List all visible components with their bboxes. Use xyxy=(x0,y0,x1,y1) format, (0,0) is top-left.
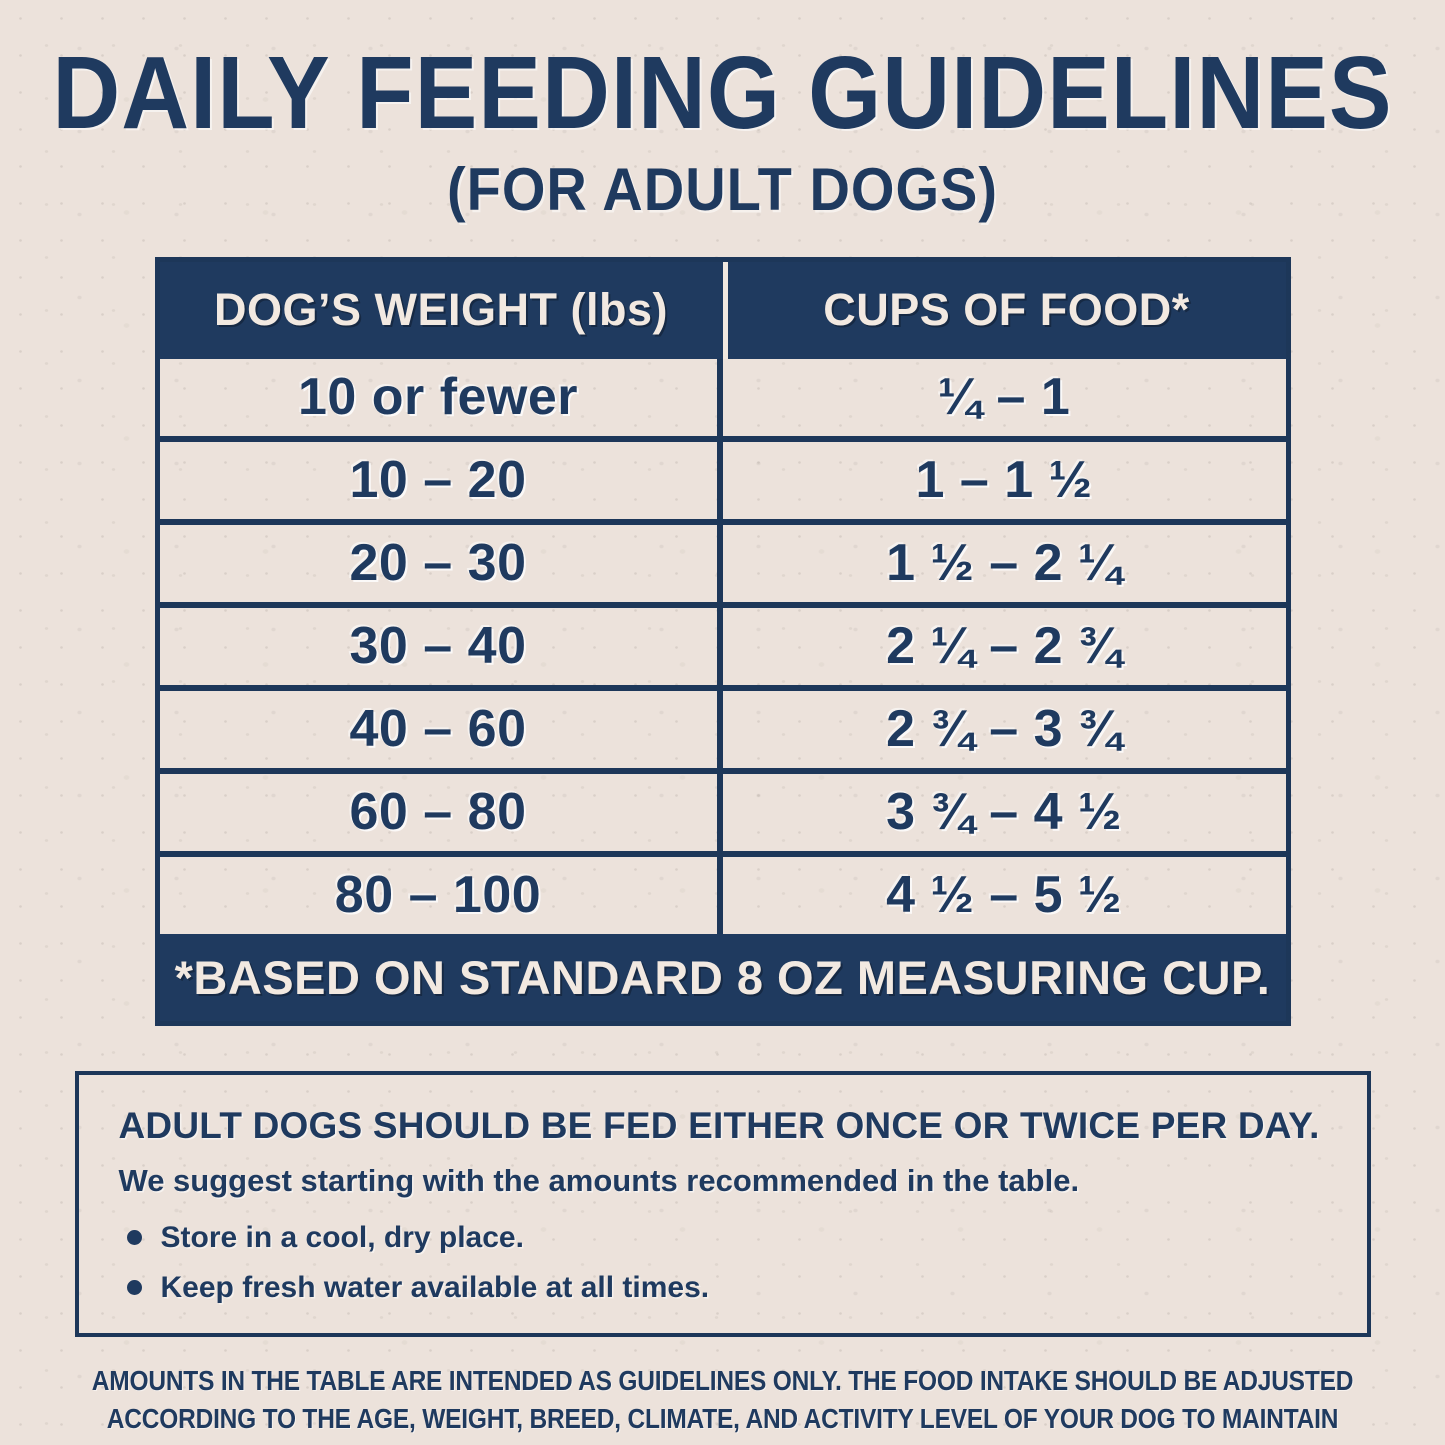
cell-cups: 4 ½ – 5 ½ xyxy=(886,866,1122,925)
cell-cups: 3 ¾ – 4 ½ xyxy=(886,783,1122,842)
cell-cups: 1 ½ – 2 ¼ xyxy=(886,534,1122,593)
cell-weight: 20 – 30 xyxy=(160,524,723,602)
list-item: Store in a cool, dry place. xyxy=(119,1221,1327,1255)
feeding-info-box: ADULT DOGS SHOULD BE FED EITHER ONCE OR … xyxy=(74,1070,1371,1337)
table-row: 10 – 20 1 – 1 ½ xyxy=(159,435,1286,519)
disclaimer-text: AMOUNTS IN THE TABLE ARE INTENDED AS GUI… xyxy=(91,1366,1354,1445)
cell-weight: 40 – 60 xyxy=(160,690,723,768)
cell-weight: 60 – 80 xyxy=(160,773,723,851)
cell-cups: 1 – 1 ½ xyxy=(915,451,1093,510)
header-cell-dogs-weight: DOG’S WEIGHT (lbs) xyxy=(214,284,668,336)
cell-weight: 10 – 20 xyxy=(160,441,723,519)
list-item: Keep fresh water available at all times. xyxy=(119,1271,1327,1305)
table-row: 40 – 60 2 ¾ – 3 ¾ xyxy=(159,684,1286,768)
table-footnote: *BASED ON STANDARD 8 OZ MEASURING CUP. xyxy=(159,933,1286,1021)
cell-weight: 10 or fewer xyxy=(160,358,723,436)
table-row: 60 – 80 3 ¾ – 4 ½ xyxy=(159,767,1286,851)
cell-weight: 80 – 100 xyxy=(160,856,723,934)
page-subtitle: (FOR ADULT DOGS) xyxy=(446,154,999,223)
info-bullet-list: Store in a cool, dry place. Keep fresh w… xyxy=(119,1221,1327,1305)
header-cell-cups-of-food: CUPS OF FOOD* xyxy=(722,261,1286,359)
page-title: DAILY FEEDING GUIDELINES xyxy=(52,34,1393,150)
cell-cups: 2 ¾ – 3 ¾ xyxy=(886,700,1122,759)
table-row: 20 – 30 1 ½ – 2 ¼ xyxy=(159,518,1286,602)
cell-cups: 2 ¼ – 2 ¾ xyxy=(886,617,1122,676)
title-block: DAILY FEEDING GUIDELINES (FOR ADULT DOGS… xyxy=(0,0,1445,223)
table-row: 30 – 40 2 ¼ – 2 ¾ xyxy=(159,601,1286,685)
cell-cups: ¼ – 1 xyxy=(937,368,1071,427)
table-row: 10 or fewer ¼ – 1 xyxy=(160,358,1286,436)
cell-weight: 30 – 40 xyxy=(160,607,723,685)
info-subheading: We suggest starting with the amounts rec… xyxy=(118,1162,1080,1198)
table-row: 80 – 100 4 ½ – 5 ½ xyxy=(159,850,1286,934)
table-header-row: DOG’S WEIGHT (lbs) CUPS OF FOOD* xyxy=(159,261,1286,359)
feeding-table: DOG’S WEIGHT (lbs) CUPS OF FOOD* 10 or f… xyxy=(154,256,1291,1026)
info-heading: ADULT DOGS SHOULD BE FED EITHER ONCE OR … xyxy=(118,1104,1320,1146)
